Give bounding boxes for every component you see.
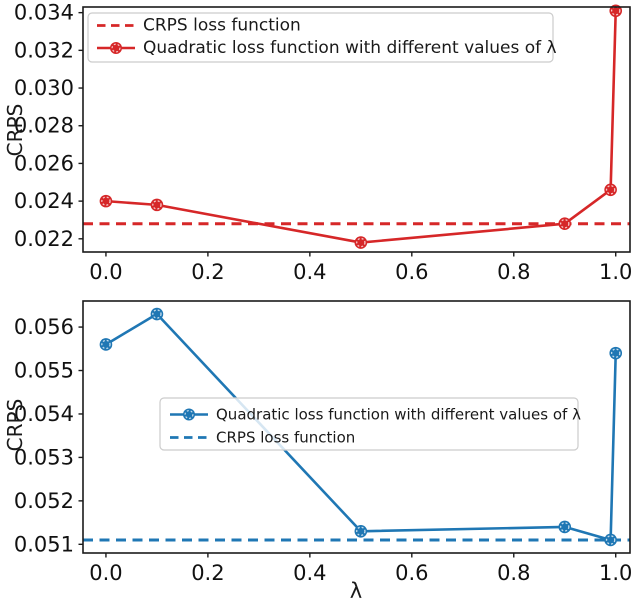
y-tick-label: 0.024: [14, 189, 74, 213]
legend-marker-ring: [111, 43, 121, 53]
y-axis-label-top: CRPS: [3, 103, 27, 157]
legend-label: Quadratic loss function with different v…: [216, 406, 581, 424]
data-point-marker-ring: [605, 535, 616, 545]
y-tick-label: 0.051: [14, 532, 74, 556]
y-tick-label: 0.022: [14, 227, 74, 251]
x-axis-label: λ: [349, 579, 363, 603]
legend-entry: Quadratic loss function with different v…: [170, 406, 581, 424]
data-point-marker-ring: [559, 218, 570, 229]
data-point-marker-ring: [101, 339, 111, 350]
data-point-marker-ring: [356, 237, 366, 248]
data-point-marker-ring: [101, 196, 111, 206]
legend-box: [159, 397, 579, 451]
legend-box: [87, 12, 554, 63]
x-tick-label: 1.0: [599, 561, 632, 585]
x-tick-label: 0.4: [293, 260, 326, 284]
legend-marker-ring: [184, 410, 194, 420]
x-tick-label: 0.8: [497, 561, 530, 585]
y-tick-label: 0.052: [14, 489, 74, 513]
data-point-marker-ring: [605, 185, 616, 195]
data-point-marker-ring: [152, 309, 162, 319]
subplot-bottom: 0.051 0.052 0.053 0.054 0.055 0.056 0.0 0.2 0.4 0…: [14, 300, 632, 585]
x-tick-label: 0.8: [497, 260, 530, 284]
legend-label: CRPS loss function: [216, 429, 355, 447]
y-axis-label-bottom: CRPS: [3, 398, 27, 452]
y-tick-label: 0.034: [14, 1, 74, 25]
y-tick-label: 0.030: [14, 76, 74, 100]
series-line: [104, 9, 618, 244]
y-tick-label: 0.055: [14, 359, 74, 383]
legend-entry: CRPS loss function: [97, 16, 301, 36]
legend-label: Quadratic loss function with different v…: [143, 38, 557, 58]
legend-entry: CRPS loss function: [170, 429, 355, 447]
legend-entry: Quadratic loss function with different v…: [97, 38, 557, 58]
x-tick-label: 0.6: [395, 260, 428, 284]
data-point-marker-ring: [356, 526, 366, 537]
x-tick-label: 0.0: [89, 260, 122, 284]
x-tick-label: 0.2: [191, 561, 224, 585]
y-tick-label: 0.053: [14, 445, 74, 469]
data-point-marker-ring: [610, 348, 621, 358]
data-point-marker-ring: [559, 522, 570, 532]
x-tick-label: 0.6: [395, 561, 428, 585]
y-tick-label: 0.028: [14, 114, 74, 138]
y-tick-label: 0.032: [14, 38, 74, 62]
y-tick-label: 0.054: [14, 402, 74, 426]
legend: Quadratic loss function with different v…: [159, 397, 581, 451]
axes-spines: [82, 300, 631, 554]
legend-label: CRPS loss function: [143, 16, 301, 36]
x-tick-label: 0.4: [293, 561, 326, 585]
y-tick-label: 0.026: [14, 151, 74, 175]
series-line: [104, 312, 618, 542]
subplot-top: 0.022 0.024 0.026 0.028 0.030 0.032 0.034 0.0 0.…: [14, 1, 633, 284]
x-tick-label: 1.0: [599, 260, 632, 284]
data-point-marker-ring: [610, 6, 621, 16]
x-tick-label: 0.0: [89, 561, 122, 585]
x-tick-label: 0.2: [191, 260, 224, 284]
data-point-marker-ring: [152, 200, 162, 210]
axes-spines: [82, 6, 631, 253]
y-tick-label: 0.056: [14, 315, 74, 339]
